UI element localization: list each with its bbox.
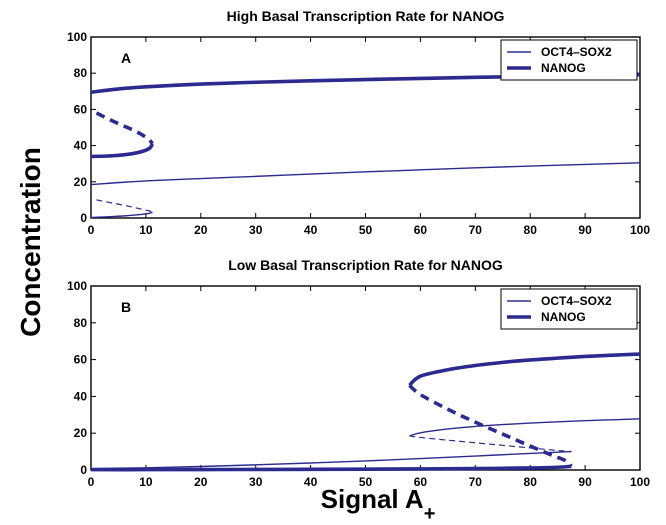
panel-b: Low Basal Transcription Rate for NANOG 0 1… bbox=[67, 257, 650, 489]
panel-b-series-nanog-unstable bbox=[408, 383, 573, 468]
panel-a-x-tick-label: 100 bbox=[630, 223, 650, 237]
panel-b-y-tick-label: 60 bbox=[74, 353, 88, 367]
panel-b-legend-label-oct4-sox2: OCT4–SOX2 bbox=[541, 294, 612, 308]
panel-a-y-tick-label: 20 bbox=[74, 175, 88, 189]
panel-a-y-tick-label: 100 bbox=[67, 30, 87, 44]
panel-b-x-tick-label: 0 bbox=[88, 475, 95, 489]
panel-a-x-tick-label: 30 bbox=[249, 223, 263, 237]
panel-a-y-tick-label: 40 bbox=[74, 139, 88, 153]
panel-b-x-tick-label: 30 bbox=[249, 475, 263, 489]
panel-a-x-tick-label: 80 bbox=[524, 223, 538, 237]
panel-a-legend-label-nanog: NANOG bbox=[541, 61, 586, 75]
panel-b-legend-label-nanog: NANOG bbox=[541, 310, 586, 324]
panel-a-x-tick-label: 90 bbox=[578, 223, 592, 237]
panel-b-series-nanog-stable-upper bbox=[408, 352, 641, 387]
panel-a-legend-label-oct4-sox2: OCT4–SOX2 bbox=[541, 45, 612, 59]
panel-b-title: Low Basal Transcription Rate for NANOG bbox=[228, 257, 503, 273]
panel-b-x-tick-label: 100 bbox=[630, 475, 650, 489]
panel-b-x-tick-label: 40 bbox=[304, 475, 318, 489]
global-ylabel: Concentration bbox=[15, 147, 46, 337]
panel-b-series-nanog-stable-lower bbox=[90, 464, 572, 472]
panel-a-legend: OCT4–SOX2 NANOG bbox=[500, 39, 638, 81]
panel-b-y-tick-label: 80 bbox=[74, 316, 88, 330]
panel-a-series-oct4-sox2-stable-upper bbox=[90, 162, 641, 186]
panel-b-series-oct4-sox2-stable-upper bbox=[409, 418, 641, 437]
panel-b-y-tick-label: 100 bbox=[67, 279, 87, 293]
panel-a-x-tick-label: 0 bbox=[88, 223, 95, 237]
panel-b-series-oct4-sox2-unstable bbox=[409, 435, 572, 453]
panel-b-y-tick-label: 20 bbox=[74, 426, 88, 440]
panel-a-y-tick-label: 0 bbox=[80, 211, 87, 225]
panel-b-letter: B bbox=[121, 299, 131, 315]
panel-a-x-tick-label: 70 bbox=[469, 223, 483, 237]
panel-b-y-tick-label: 40 bbox=[74, 389, 88, 403]
panel-b-legend-box bbox=[500, 288, 638, 330]
panel-b-y-tick-label: 0 bbox=[80, 463, 87, 477]
panel-a-x-tick-label: 60 bbox=[414, 223, 428, 237]
panel-a-x-tick-label: 40 bbox=[304, 223, 318, 237]
panel-a-legend-box bbox=[500, 39, 638, 81]
panel-a-series-oct4-sox2-stable-lower bbox=[90, 211, 153, 219]
panel-b-x-tick-label: 50 bbox=[359, 475, 373, 489]
panel-b-x-tick-label: 80 bbox=[524, 475, 538, 489]
panel-a-series-nanog-stable-lower bbox=[90, 142, 155, 159]
panel-a: High Basal Transcription Rate for NANOG 0… bbox=[67, 8, 650, 237]
panel-a-letter: A bbox=[121, 50, 131, 66]
panel-a-series-nanog-unstable bbox=[95, 111, 154, 145]
panel-b-x-tick-label: 20 bbox=[194, 475, 208, 489]
global-xlabel: Signal A+ bbox=[321, 484, 436, 525]
panel-a-y-tick-label: 80 bbox=[74, 66, 88, 80]
panel-b-legend: OCT4–SOX2 NANOG bbox=[500, 288, 638, 330]
panel-b-x-tick-label: 70 bbox=[469, 475, 483, 489]
global-xlabel-main: Signal A bbox=[321, 484, 424, 514]
panel-a-x-tick-label: 10 bbox=[139, 223, 153, 237]
panel-a-x-tick-label: 20 bbox=[194, 223, 208, 237]
global-xlabel-subscript: + bbox=[424, 503, 436, 525]
panel-b-series-oct4-sox2-stable-lower bbox=[90, 450, 572, 470]
panel-a-x-tick-label: 50 bbox=[359, 223, 373, 237]
panel-a-title: High Basal Transcription Rate for NANOG bbox=[227, 8, 505, 24]
panel-a-y-tick-label: 60 bbox=[74, 102, 88, 116]
panel-b-x-tick-label: 10 bbox=[139, 475, 153, 489]
panel-b-x-tick-label: 60 bbox=[414, 475, 428, 489]
panel-a-series-oct4-sox2-unstable bbox=[96, 199, 153, 213]
panel-b-x-tick-label: 90 bbox=[578, 475, 592, 489]
